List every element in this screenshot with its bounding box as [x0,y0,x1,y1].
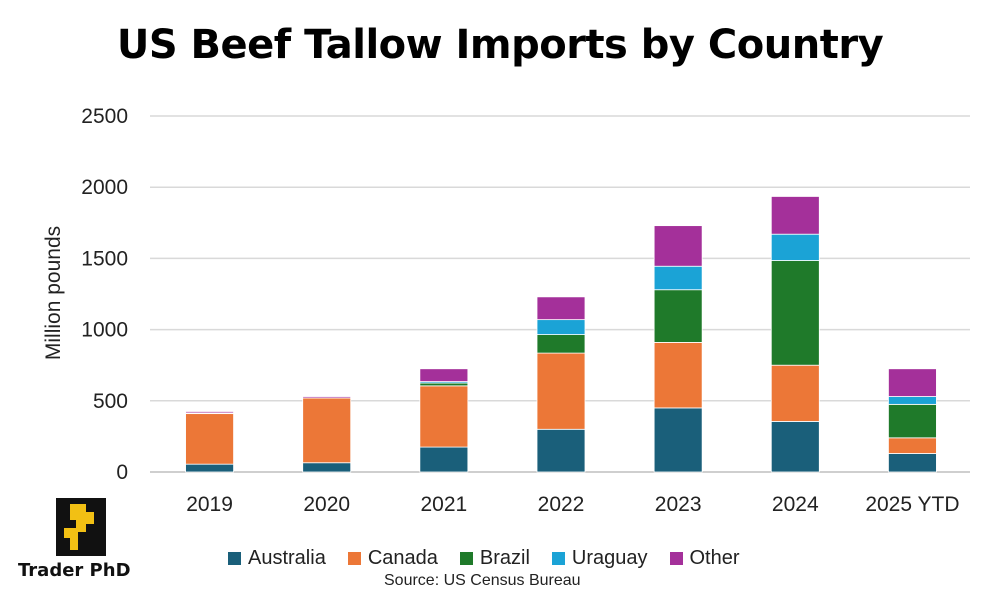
bar-2024-australia [770,421,820,473]
logo-text: Trader PhD [18,560,131,581]
bar-2022-uraguay [536,319,586,335]
chart-title: US Beef Tallow Imports by Country [116,22,884,68]
legend-label-brazil: Brazil [479,547,530,569]
bar-2023-canada [653,342,703,409]
legend-item-brazil: Brazil [459,547,530,570]
bar-2020-australia [302,462,352,473]
x-tick-label-2021: 2021 [420,493,467,516]
legend-swatch-uraguay [551,552,565,565]
bar-2019-canada [185,413,234,465]
bar-2023-australia [653,407,703,473]
bar-2024-canada [770,364,820,422]
bar-2019-australia [185,463,234,473]
bar-2019-other [185,411,234,414]
bar-2024-other [770,196,820,235]
bar-2022-other [536,296,586,321]
x-tick-label-2019: 2019 [186,493,233,516]
legend-swatch-other [669,552,683,565]
bar-2024-uraguay [770,233,820,261]
bar-2025-ytd-australia [888,453,937,473]
legend-item-canada: Canada [347,547,438,570]
bar-2022-australia [536,428,586,473]
bar-2023-uraguay [653,265,703,291]
legend-label-uraguay: Uraguay [571,547,648,569]
logo-mark-icon [56,498,106,556]
y-tick-label-1000: 1000 [81,319,128,342]
y-tick-label-500: 500 [93,390,128,413]
bar-2020-other [302,396,352,399]
bar-2025-ytd-other [888,368,937,397]
y-axis-label: Million pounds [42,226,65,360]
y-tick-label-2500: 2500 [81,105,128,128]
y-tick-label-2000: 2000 [81,176,128,199]
bar-2025-ytd-brazil [888,403,937,439]
x-tick-label-2024: 2024 [772,493,819,516]
legend-swatch-brazil [459,552,473,565]
x-tick-label-2025-ytd: 2025 YTD [865,493,959,516]
legend-label-canada: Canada [367,547,438,569]
bar-2023-other [653,225,703,267]
legend-item-other: Other [669,547,740,570]
legend-item-australia: Australia [228,547,326,570]
bar-2020-canada [302,397,352,464]
legend-label-other: Other [689,547,740,569]
legend-label-australia: Australia [248,547,326,569]
bars [185,196,937,473]
y-tick-label-1500: 1500 [81,247,128,270]
x-tick-label-2020: 2020 [303,493,350,516]
legend: Australia Canada Brazil Uraguay Other [228,547,740,570]
legend-swatch-canada [347,552,361,565]
bar-2022-brazil [536,334,586,354]
y-tick-labels: 0 500 1000 1500 2000 2500 [81,105,128,484]
y-tick-label-0: 0 [116,461,128,484]
x-tick-label-2023: 2023 [655,493,702,516]
bar-2021-brazil [419,382,469,387]
x-tick-labels: 2019 2020 2021 2022 2023 2024 2025 YTD [186,493,959,516]
bar-2021-australia [419,446,469,473]
source-note: Source: US Census Bureau [384,572,581,589]
legend-swatch-australia [228,552,241,565]
bar-2023-brazil [653,289,703,343]
bar-2024-brazil [770,260,820,366]
x-tick-label-2022: 2022 [538,493,585,516]
bar-2025-ytd-uraguay [888,396,937,405]
bar-2021-other [419,368,469,382]
bar-2025-ytd-canada [888,437,937,454]
bar-2021-canada [419,385,469,448]
bar-2022-canada [536,352,586,430]
legend-item-uraguay: Uraguay [551,547,648,570]
